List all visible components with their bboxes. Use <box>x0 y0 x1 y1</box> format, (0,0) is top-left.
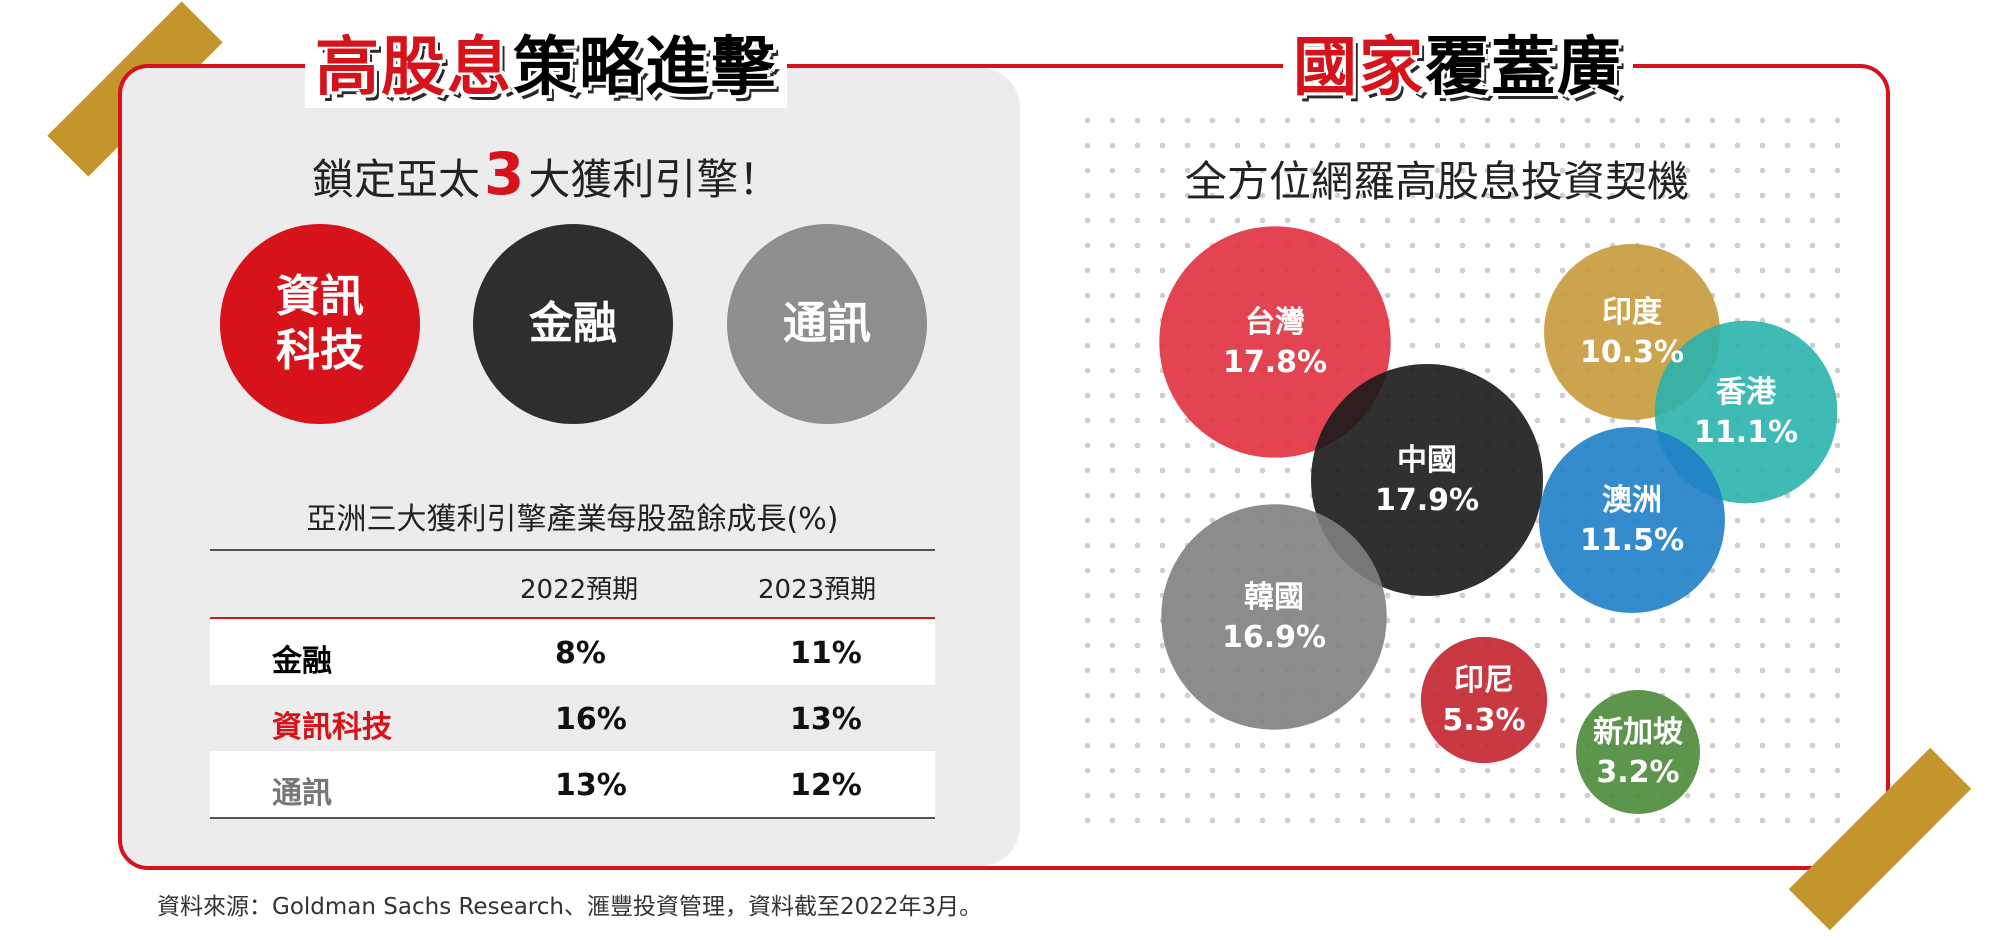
eps-growth-table: 2022預期 2023預期 金融 8% 11% 資訊科技 16% 13% 通訊 13% 12% <box>210 549 935 819</box>
bubble-value-label: 16.9% <box>1222 620 1326 655</box>
left-heading-red: 高股息 <box>315 31 513 105</box>
bubble-country-label: 澳洲 <box>1602 483 1662 518</box>
table-cell-sector: 金融 <box>272 644 332 679</box>
engine-label: 通訊 <box>783 298 871 349</box>
table-cell-v2022: 13% <box>555 768 627 803</box>
engine-circle-1: 資訊 科技 <box>220 224 420 424</box>
table-header: 2022預期 2023預期 <box>210 549 935 619</box>
bubble-6 <box>1539 427 1725 613</box>
bubble-value-label: 17.8% <box>1223 345 1327 380</box>
bubble-value-label: 11.5% <box>1580 523 1684 558</box>
table-row: 通訊 13% 12% <box>210 751 935 817</box>
table-cell-v2023: 13% <box>790 702 862 737</box>
bubble-country-label: 香港 <box>1716 375 1777 410</box>
right-heading: 國家覆蓋廣 <box>1283 28 1633 108</box>
left-subtitle-pre: 鎖定亞太 <box>312 155 481 204</box>
column-header-2022: 2022預期 <box>520 575 639 605</box>
table-cell-v2022: 16% <box>555 702 627 737</box>
left-heading: 高股息策略進擊 <box>305 28 787 108</box>
engine-label: 資訊 科技 <box>276 271 364 376</box>
table-cell-v2023: 11% <box>790 636 862 671</box>
left-panel <box>122 68 1020 866</box>
source-note: 資料來源：Goldman Sachs Research、滙豐投資管理，資料截至2… <box>157 894 983 920</box>
bubble-value-label: 5.3% <box>1442 703 1525 738</box>
table-cell-v2023: 12% <box>790 768 862 803</box>
bubble-value-label: 3.2% <box>1596 755 1679 790</box>
outer-frame <box>118 64 1890 870</box>
bubble-country-label: 台灣 <box>1245 305 1305 340</box>
table-cell-v2022: 8% <box>555 636 606 671</box>
engine-circle-3: 通訊 <box>727 224 927 424</box>
table-row: 資訊科技 16% 13% <box>210 685 935 751</box>
bubble-country-label: 印尼 <box>1454 663 1514 698</box>
left-heading-black: 策略進擊 <box>513 31 777 105</box>
right-subtitle: 全方位網羅高股息投資契機 <box>1185 157 1690 206</box>
column-header-2023: 2023預期 <box>758 575 877 605</box>
bubble-value-label: 11.1% <box>1694 415 1798 450</box>
bubble-country-label: 印度 <box>1602 295 1662 330</box>
bubble-3 <box>1161 504 1387 730</box>
bubble-7 <box>1420 636 1548 764</box>
left-subtitle: 鎖定亞太3大獲利引擎！ <box>312 140 780 208</box>
table-bottom-rule <box>210 817 935 819</box>
table-cell-sector: 通訊 <box>272 776 332 811</box>
bubble-country-label: 韓國 <box>1244 580 1304 615</box>
bubble-8 <box>1576 690 1700 814</box>
bubble-country-label: 中國 <box>1397 443 1457 478</box>
table-body: 金融 8% 11% 資訊科技 16% 13% 通訊 13% 12% <box>210 619 935 817</box>
table-title: 亞洲三大獲利引擎產業每股盈餘成長(%) <box>306 502 839 537</box>
bubble-value-label: 17.9% <box>1375 483 1479 518</box>
engine-circle-2: 金融 <box>473 224 673 424</box>
right-heading-red: 國家 <box>1293 31 1425 105</box>
right-heading-black: 覆蓋廣 <box>1425 31 1623 105</box>
bubble-2 <box>1311 364 1543 596</box>
left-subtitle-number: 3 <box>484 140 525 208</box>
engine-label: 金融 <box>529 298 617 349</box>
bubble-value-label: 10.3% <box>1580 335 1684 370</box>
table-row: 金融 8% 11% <box>210 619 935 685</box>
left-subtitle-post: 大獲利引擎！ <box>528 155 781 204</box>
table-cell-sector: 資訊科技 <box>272 710 392 745</box>
bubble-1 <box>1159 226 1391 458</box>
bubble-country-label: 新加坡 <box>1593 715 1683 750</box>
